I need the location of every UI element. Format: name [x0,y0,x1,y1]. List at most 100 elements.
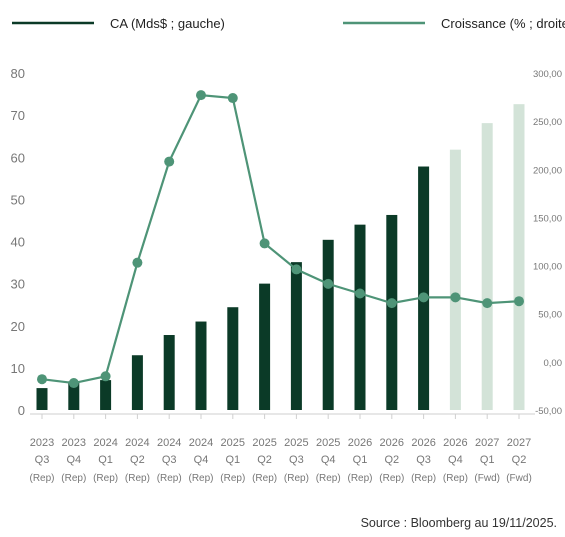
x-tick-label: 2025 [284,437,308,449]
growth-point [386,298,397,309]
growth-point [100,371,111,382]
y-right-tick-label: 50,00 [538,310,562,321]
x-tick-label: Q4 [448,454,463,466]
x-tick-label: (Rep) [188,473,213,484]
growth-point [514,296,524,307]
x-tick-label: 2026 [443,437,467,449]
x-tick-label: Q1 [98,454,113,466]
growth-point [291,264,302,275]
growth-point [68,378,79,389]
x-tick-label: 2024 [189,437,213,449]
x-tick-label: 2025 [316,437,340,449]
y-right-tick-label: 0,00 [544,358,563,369]
bar [322,239,334,410]
y-left-tick-label: 10 [11,361,25,376]
x-tick-label: Q3 [289,454,304,466]
y-left-tick-label: 80 [11,66,25,81]
bar [195,321,207,410]
x-tick-label: Q3 [162,454,177,466]
x-tick-label: 2027 [475,437,499,449]
y-left-tick-label: 50 [11,192,25,207]
x-tick-label: 2026 [380,437,404,449]
x-tick-label: 2027 [507,437,531,449]
x-tick-label: (Rep) [316,473,341,484]
y-left-tick-label: 60 [11,150,25,165]
line-series [37,90,524,389]
x-tick-label: Q3 [416,454,431,466]
y-right-tick-label: 100,00 [533,262,562,273]
legend-bar-label: CA (Mds$ ; gauche) [110,16,225,31]
growth-point [355,288,365,299]
bar [513,104,525,411]
bar [449,149,461,411]
x-tick-label: 2024 [157,437,181,449]
x-tick-label: 2024 [93,437,117,449]
bar [481,123,493,410]
x-tick-label: (Rep) [252,473,277,484]
y-right-tick-label: -50,00 [535,406,562,417]
x-tick-label: 2026 [348,437,372,449]
x-tick-label: (Rep) [93,473,118,484]
bar [386,214,398,410]
x-tick-label: (Rep) [411,473,436,484]
x-tick-label: Q1 [353,454,368,466]
x-tick-label: Q4 [66,454,81,466]
x-tick-label: Q3 [35,454,50,466]
bar [354,224,366,410]
x-tick-label: 2023 [30,437,54,449]
growth-point [37,374,47,385]
legend-line-label: Croissance (% ; droite) [441,16,565,31]
x-tick-label: 2026 [411,437,435,449]
x-axis: 2023 Q3 (Rep) 2023 Q4 (Rep) 2024 Q1 (Rep) 2024 Q2 (… [29,413,535,484]
y-left-tick-label: 30 [11,277,25,292]
x-tick-label: Q2 [384,454,399,466]
bar [163,335,175,410]
x-tick-label: (Rep) [220,473,245,484]
x-tick-label: Q2 [257,454,272,466]
bar [36,388,48,410]
y-left-tick-label: 20 [11,319,25,334]
bar [259,283,271,410]
y-right-tick-label: 300,00 [533,69,562,80]
bar [227,307,239,410]
x-tick-label: Q1 [480,454,495,466]
growth-point [227,93,238,104]
bar [290,262,302,410]
x-tick-label: 2024 [125,437,149,449]
x-tick-label: (Rep) [29,473,54,484]
x-tick-label: Q2 [130,454,145,466]
growth-line [41,93,520,385]
y-axis-right: -50,00 0,00 50,00 100,00 150,00 200,00 250,00 3… [533,69,562,417]
growth-point [418,292,429,303]
y-left-tick-label: 0 [18,403,25,418]
y-axis-left: 0 10 20 30 40 50 60 70 80 [11,66,25,418]
x-tick-label: (Fwd) [506,473,532,484]
growth-point [259,238,270,249]
x-tick-label: Q4 [321,454,336,466]
growth-point [323,278,334,289]
y-right-tick-label: 250,00 [533,117,562,128]
source-note: Source : Bloomberg au 19/11/2025. [360,516,557,530]
x-tick-label: (Rep) [61,473,86,484]
growth-point [196,90,206,101]
x-tick-label: (Rep) [125,473,150,484]
bar [68,381,80,410]
x-tick-label: Q1 [225,454,240,466]
bar [418,166,430,410]
x-tick-label: (Rep) [443,473,468,484]
x-tick-label: Q4 [194,454,209,466]
growth-point [132,257,143,268]
y-left-tick-label: 40 [11,235,25,250]
legend: CA (Mds$ ; gauche) Croissance (% ; droit… [12,16,565,31]
growth-point [164,156,175,167]
x-tick-label: Q2 [512,454,527,466]
growth-point [450,292,461,303]
x-tick-label: 2025 [221,437,245,449]
x-tick-label: 2025 [252,437,276,449]
y-right-tick-label: 200,00 [533,165,562,176]
x-tick-label: (Rep) [347,473,372,484]
bar-series [36,104,525,411]
x-tick-label: (Rep) [157,473,182,484]
